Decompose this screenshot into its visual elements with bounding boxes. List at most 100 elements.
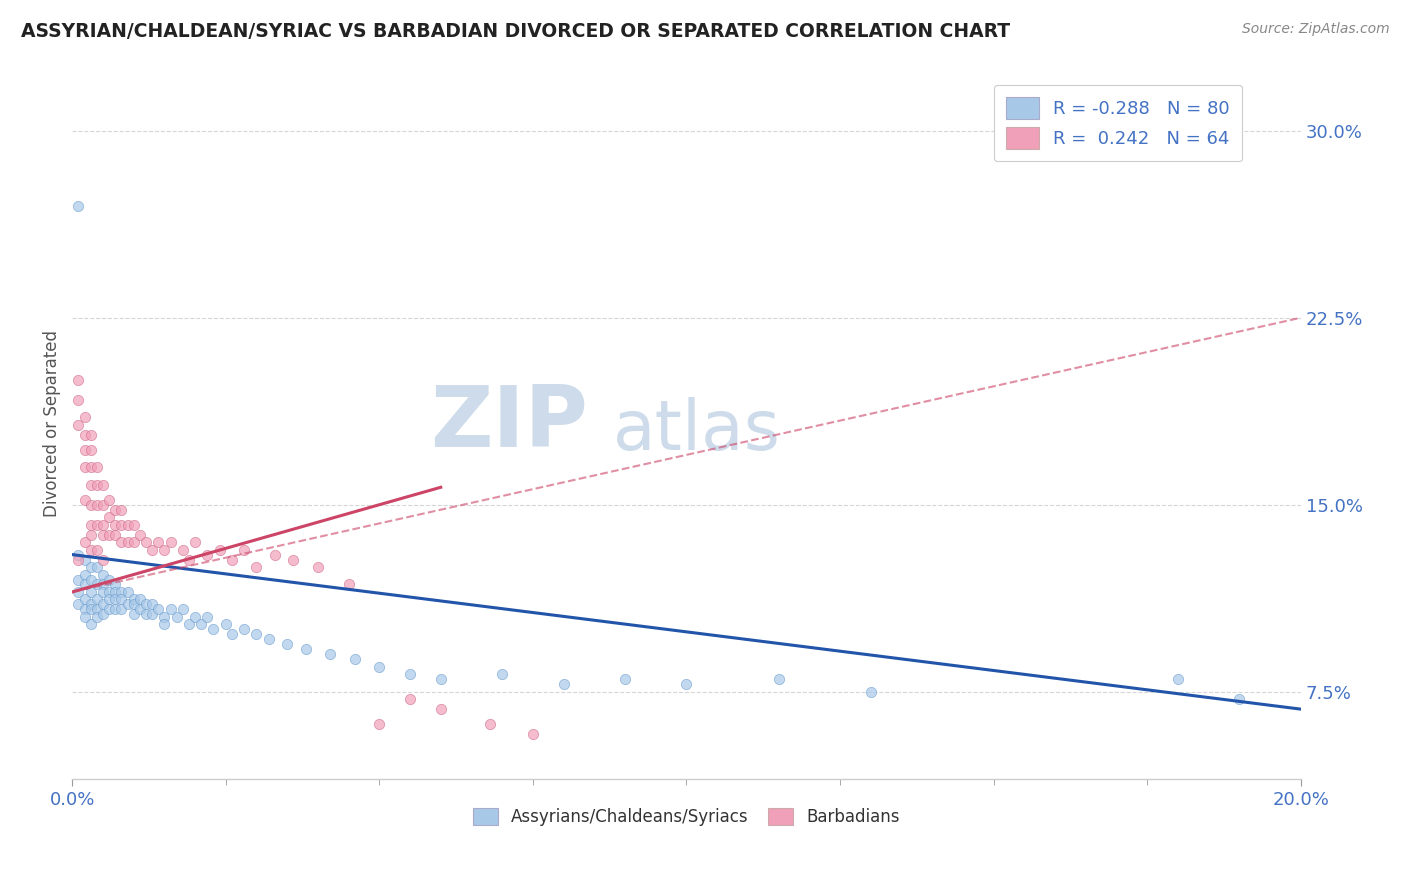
Point	[141, 607, 163, 622]
Point	[117, 598, 139, 612]
Point	[135, 607, 157, 622]
Point	[343, 652, 366, 666]
Point	[221, 552, 243, 566]
Point	[73, 610, 96, 624]
Point	[117, 535, 139, 549]
Point	[122, 517, 145, 532]
Point	[135, 535, 157, 549]
Point	[117, 517, 139, 532]
Point	[184, 610, 207, 624]
Point	[86, 560, 108, 574]
Point	[98, 585, 121, 599]
Point	[73, 410, 96, 425]
Point	[294, 642, 316, 657]
Point	[110, 535, 132, 549]
Point	[522, 727, 544, 741]
Point	[110, 602, 132, 616]
Point	[79, 560, 101, 574]
Point	[429, 702, 451, 716]
Point	[166, 610, 188, 624]
Point	[768, 672, 790, 686]
Point	[67, 199, 90, 213]
Point	[221, 627, 243, 641]
Point	[104, 502, 127, 516]
Point	[98, 527, 121, 541]
Point	[79, 527, 101, 541]
Point	[91, 552, 114, 566]
Point	[337, 577, 360, 591]
Legend: Assyrians/Chaldeans/Syriacs, Barbadians: Assyrians/Chaldeans/Syriacs, Barbadians	[464, 800, 908, 835]
Point	[86, 477, 108, 491]
Point	[245, 560, 267, 574]
Point	[79, 428, 101, 442]
Point	[264, 548, 287, 562]
Point	[141, 542, 163, 557]
Point	[104, 585, 127, 599]
Point	[79, 498, 101, 512]
Point	[110, 592, 132, 607]
Point	[79, 598, 101, 612]
Point	[614, 672, 637, 686]
Point	[159, 535, 181, 549]
Point	[208, 542, 231, 557]
Point	[307, 560, 329, 574]
Point	[91, 607, 114, 622]
Point	[172, 542, 194, 557]
Point	[79, 442, 101, 457]
Text: Source: ZipAtlas.com: Source: ZipAtlas.com	[1241, 22, 1389, 37]
Point	[86, 460, 108, 475]
Point	[67, 392, 90, 407]
Point	[122, 607, 145, 622]
Point	[117, 585, 139, 599]
Point	[67, 417, 90, 432]
Point	[67, 548, 90, 562]
Point	[86, 610, 108, 624]
Point	[98, 573, 121, 587]
Point	[195, 548, 218, 562]
Point	[98, 592, 121, 607]
Text: atlas: atlas	[613, 397, 780, 465]
Point	[276, 637, 298, 651]
Point	[135, 598, 157, 612]
Text: ASSYRIAN/CHALDEAN/SYRIAC VS BARBADIAN DIVORCED OR SEPARATED CORRELATION CHART: ASSYRIAN/CHALDEAN/SYRIAC VS BARBADIAN DI…	[21, 22, 1011, 41]
Point	[128, 527, 150, 541]
Point	[86, 498, 108, 512]
Point	[368, 717, 391, 731]
Point	[122, 598, 145, 612]
Point	[91, 585, 114, 599]
Point	[141, 598, 163, 612]
Point	[122, 535, 145, 549]
Point	[122, 592, 145, 607]
Point	[104, 577, 127, 591]
Point	[86, 577, 108, 591]
Point	[148, 535, 170, 549]
Point	[91, 598, 114, 612]
Point	[148, 602, 170, 616]
Point	[67, 552, 90, 566]
Point	[110, 502, 132, 516]
Point	[79, 477, 101, 491]
Point	[91, 517, 114, 532]
Point	[91, 477, 114, 491]
Point	[98, 492, 121, 507]
Point	[399, 692, 422, 706]
Point	[104, 592, 127, 607]
Point	[172, 602, 194, 616]
Point	[319, 648, 342, 662]
Point	[98, 602, 121, 616]
Point	[104, 517, 127, 532]
Point	[79, 542, 101, 557]
Point	[73, 428, 96, 442]
Point	[79, 460, 101, 475]
Point	[190, 617, 212, 632]
Point	[110, 585, 132, 599]
Point	[159, 602, 181, 616]
Point	[245, 627, 267, 641]
Point	[283, 552, 305, 566]
Point	[73, 460, 96, 475]
Point	[79, 517, 101, 532]
Point	[73, 552, 96, 566]
Point	[153, 617, 176, 632]
Point	[79, 585, 101, 599]
Point	[195, 610, 218, 624]
